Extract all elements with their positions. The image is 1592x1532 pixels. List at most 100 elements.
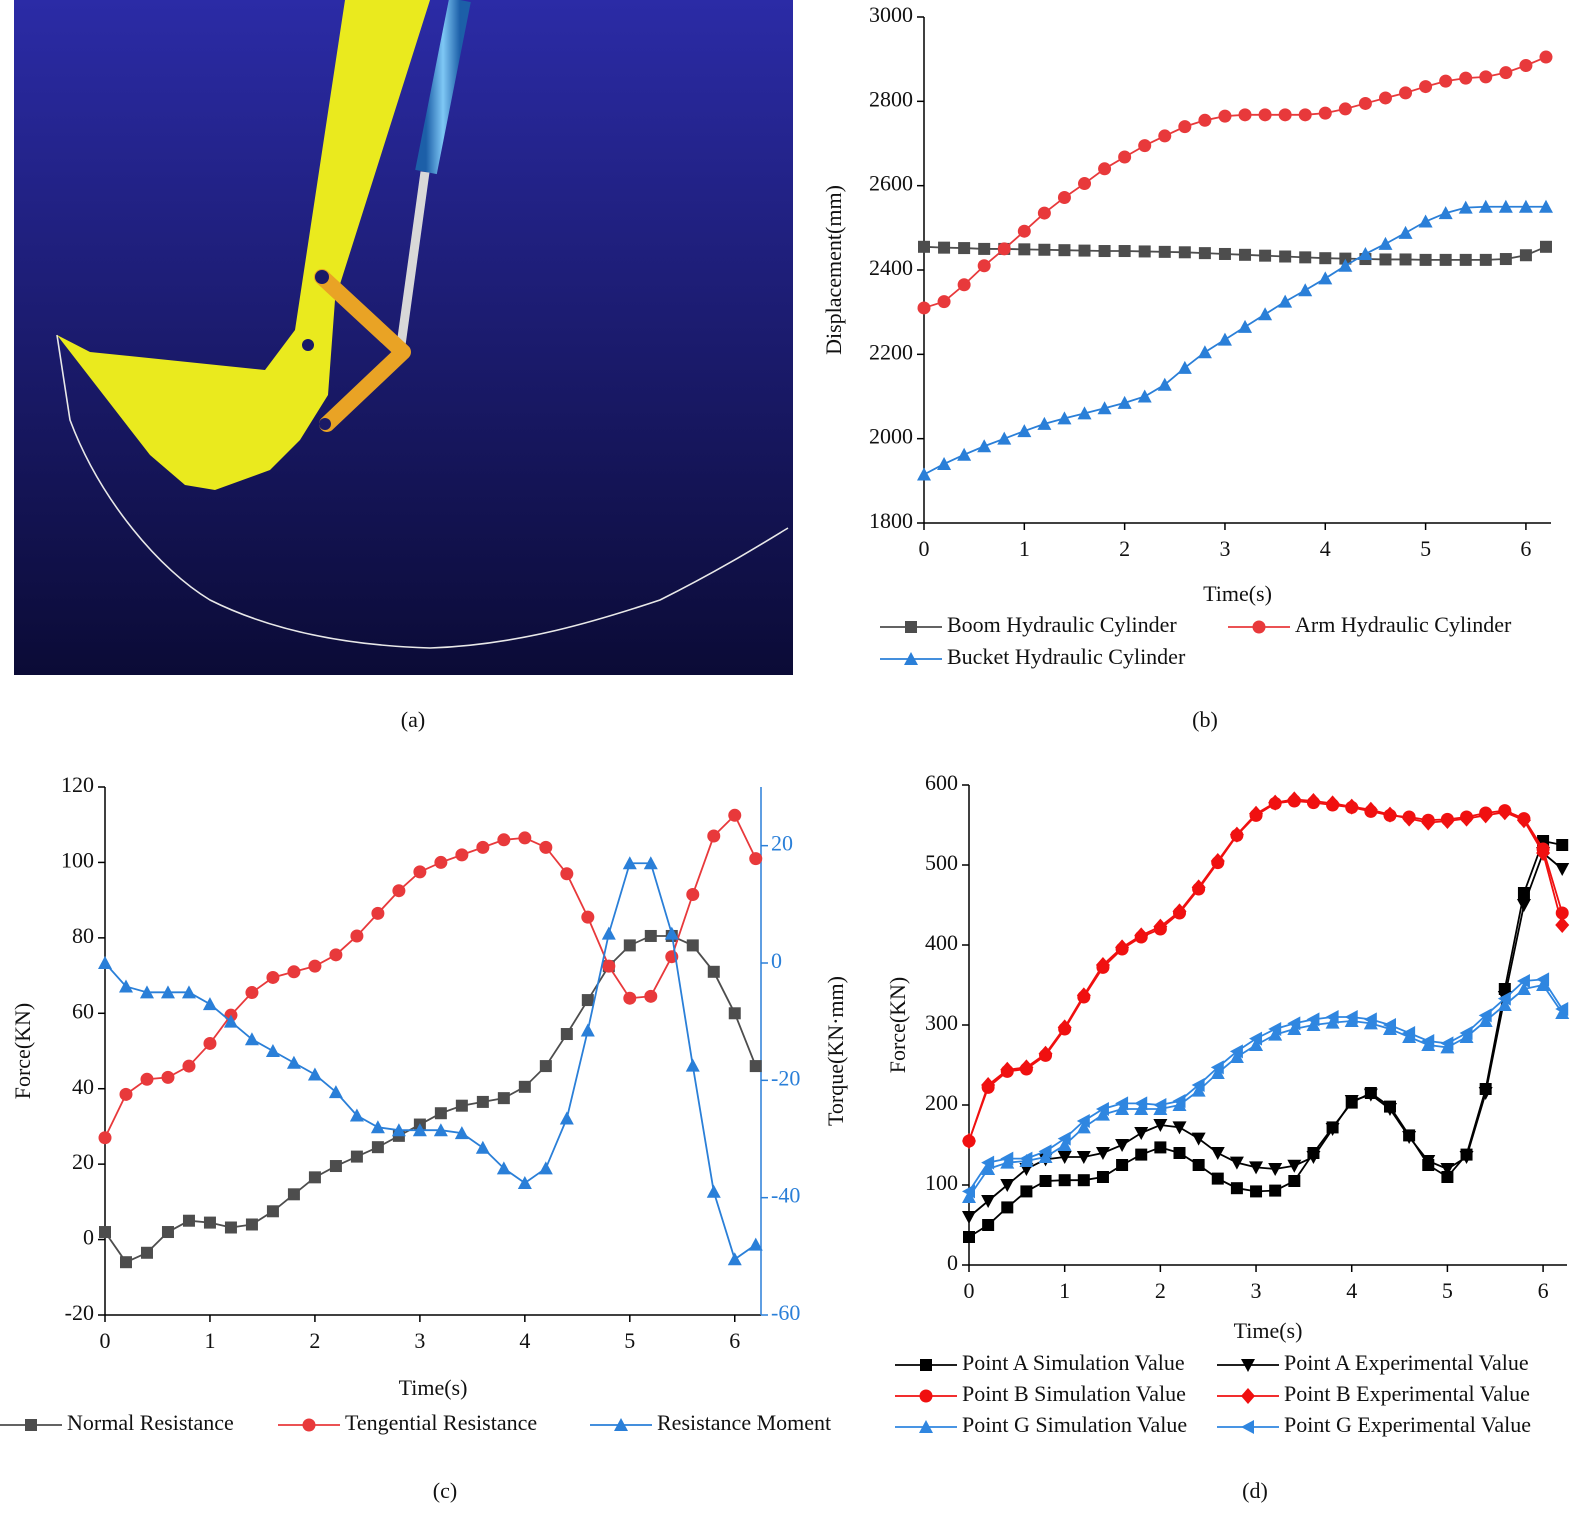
marker	[1287, 791, 1302, 808]
marker	[1378, 91, 1392, 105]
marker	[1344, 798, 1359, 815]
marker	[749, 1060, 762, 1073]
marker	[371, 1141, 384, 1154]
x-tick-label: 6	[729, 1328, 740, 1353]
marker	[1095, 957, 1110, 973]
marker	[266, 970, 280, 984]
y-tick-label: 1800	[869, 508, 913, 533]
marker	[539, 840, 553, 854]
y-tick-label: 400	[925, 930, 958, 955]
caption: (d)	[1242, 1478, 1268, 1503]
marker	[1536, 845, 1551, 861]
marker	[1379, 253, 1392, 266]
marker	[1421, 1155, 1436, 1168]
legend-marker	[25, 1419, 37, 1431]
marker	[1402, 1131, 1417, 1144]
marker	[957, 278, 971, 292]
legend-marker	[1252, 620, 1266, 634]
marker	[1439, 253, 1452, 266]
marker	[1319, 252, 1332, 265]
marker	[118, 979, 133, 993]
marker	[1555, 863, 1570, 876]
marker	[1478, 1008, 1492, 1023]
marker	[958, 242, 971, 255]
marker	[182, 1059, 196, 1073]
marker	[266, 1205, 279, 1218]
marker	[1096, 1171, 1109, 1183]
marker	[581, 910, 595, 924]
legend-marker	[919, 1420, 933, 1433]
y-tick-label: 100	[61, 847, 94, 872]
marker	[1077, 406, 1092, 420]
marker	[1020, 1185, 1033, 1198]
marker	[1078, 177, 1092, 191]
legend-label: Bucket Hydraulic Cylinder	[947, 644, 1186, 669]
marker	[1173, 1147, 1186, 1159]
marker	[686, 887, 700, 901]
marker	[1017, 224, 1031, 238]
y-tick-label: 40	[72, 1074, 94, 1099]
marker	[1172, 1094, 1186, 1108]
x-tick-label: 6	[1520, 536, 1531, 561]
y-tick-label: 2400	[869, 255, 913, 280]
marker	[1459, 810, 1474, 827]
marker	[1358, 246, 1373, 260]
marker	[1519, 58, 1533, 72]
marker	[623, 991, 637, 1005]
marker	[1117, 395, 1132, 409]
series-line	[968, 851, 1563, 1218]
legend-label: Point A Experimental Value	[1284, 1350, 1529, 1375]
marker	[1499, 253, 1512, 266]
x-tick-label: 5	[1442, 1278, 1453, 1303]
marker	[434, 855, 448, 869]
marker	[1339, 252, 1352, 265]
marker	[1157, 377, 1172, 391]
marker	[1135, 1148, 1148, 1161]
marker	[1478, 807, 1493, 824]
marker	[1153, 1119, 1168, 1132]
marker	[981, 1077, 996, 1093]
x-tick-label: 0	[919, 536, 930, 561]
marker	[978, 242, 991, 255]
marker	[601, 926, 616, 940]
marker	[580, 1023, 595, 1037]
marker	[1178, 246, 1191, 259]
legend-label: Point B Experimental Value	[1284, 1381, 1530, 1406]
marker	[1058, 1174, 1071, 1187]
marker	[1158, 129, 1172, 143]
marker	[475, 1140, 490, 1154]
series-line	[923, 205, 1546, 476]
x-tick-label: 0	[964, 1278, 975, 1303]
y2-tick-label: -60	[771, 1300, 800, 1325]
pin	[315, 270, 329, 284]
marker	[476, 840, 490, 854]
marker	[1172, 903, 1187, 920]
marker	[1017, 424, 1032, 438]
legend-marker	[905, 621, 917, 633]
x-tick-label: 4	[1346, 1278, 1357, 1303]
legend-label: Normal Resistance	[67, 1410, 234, 1435]
marker	[1229, 1044, 1243, 1059]
marker	[1057, 1151, 1072, 1164]
y-tick-label: -20	[65, 1300, 94, 1325]
caption: (c)	[433, 1478, 457, 1503]
marker	[1097, 401, 1112, 415]
x-tick-label: 1	[1019, 536, 1030, 561]
legend-marker	[1241, 1388, 1255, 1404]
marker	[287, 1188, 300, 1201]
marker	[244, 1032, 259, 1046]
y-tick-label: 20	[72, 1149, 94, 1174]
marker	[1440, 1163, 1455, 1176]
marker	[1306, 1018, 1321, 1031]
y-tick-label: 100	[925, 1170, 958, 1195]
marker	[1478, 1014, 1493, 1027]
marker	[1398, 225, 1413, 239]
marker	[140, 1072, 154, 1086]
marker	[1076, 1151, 1091, 1164]
marker	[455, 1099, 468, 1112]
legend-marker	[904, 652, 918, 665]
marker	[1338, 102, 1352, 116]
marker	[1516, 899, 1531, 912]
series-line	[968, 800, 1564, 1142]
marker	[1288, 1175, 1301, 1187]
